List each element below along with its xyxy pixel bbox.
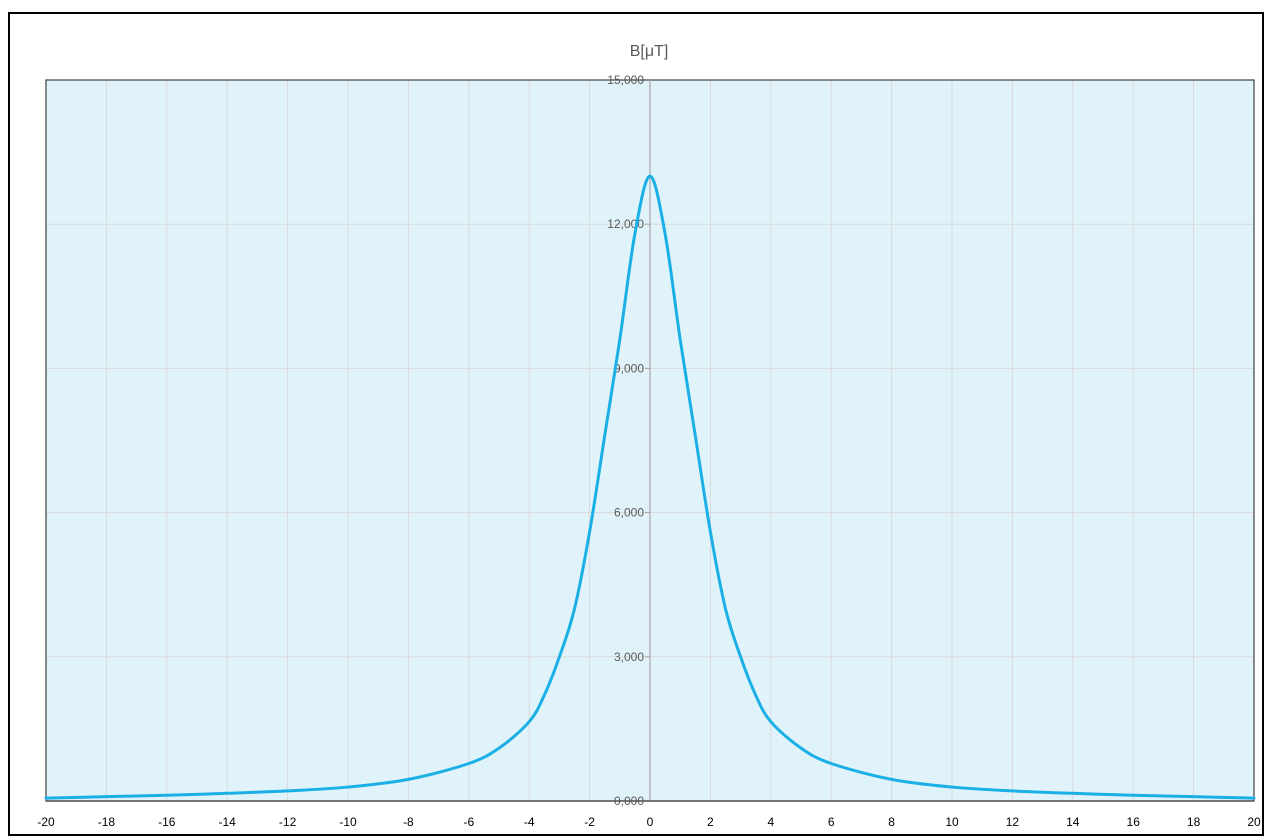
x-tick-label: -8: [403, 815, 414, 829]
x-tick-label: 2: [707, 815, 714, 829]
x-tick-label: 6: [828, 815, 835, 829]
x-tick-label: -2: [584, 815, 595, 829]
y-tick-label: 9,000: [614, 361, 644, 375]
vertical-gridlines: [105, 80, 1195, 801]
y-tick-label: 0,000: [614, 794, 644, 808]
x-tick-label: 10: [945, 815, 959, 829]
x-tick-label: -16: [158, 815, 176, 829]
y-tick-label: 6,000: [614, 506, 644, 520]
x-tick-label: -6: [463, 815, 474, 829]
x-tick-label: -20: [37, 815, 55, 829]
x-tick-label: 16: [1127, 815, 1141, 829]
series-line-b: [44, 174, 1256, 800]
x-tick-label: -14: [219, 815, 237, 829]
y-tick-label: 3,000: [614, 650, 644, 664]
x-tick-label: 14: [1066, 815, 1080, 829]
x-tick-label: 0: [647, 815, 654, 829]
x-tick-label: 12: [1006, 815, 1020, 829]
x-tick-label: -4: [524, 815, 535, 829]
x-tick-label: -10: [339, 815, 357, 829]
x-tick-label: 8: [888, 815, 895, 829]
x-tick-label: -18: [98, 815, 116, 829]
x-tick-label: 4: [767, 815, 774, 829]
chart-title: B[μT]: [630, 43, 669, 60]
x-tick-label: 18: [1187, 815, 1201, 829]
x-tick-label: 20: [1247, 815, 1261, 829]
y-tick-label: 15,000: [607, 73, 644, 87]
x-tick-label: -12: [279, 815, 297, 829]
x-tick-labels: -20 -18 -16 -14 -12 -10 -8 -6 -4 -2 0 2 4 6 8 10 12 14 16 1…: [37, 815, 1261, 829]
